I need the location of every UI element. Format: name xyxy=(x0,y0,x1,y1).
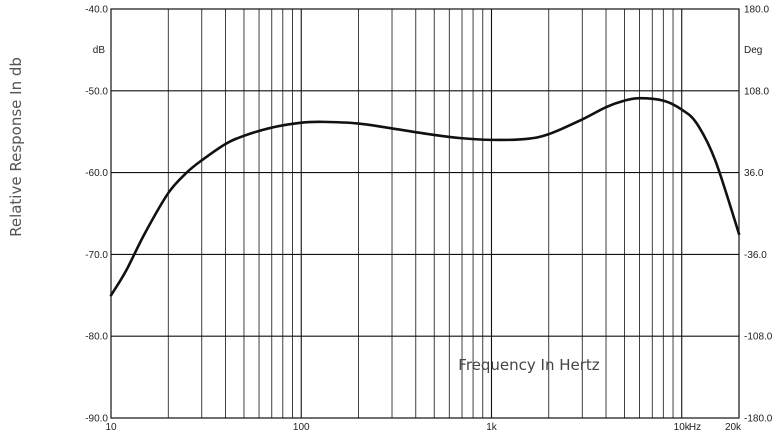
y-tick-label-right: 36.0 xyxy=(744,168,764,179)
right-unit-label: Deg xyxy=(744,45,762,56)
x-tick-label: 10 xyxy=(105,422,117,433)
y-tick-label-left: -80.0 xyxy=(85,332,108,343)
y-tick-label-right: 180.0 xyxy=(744,5,769,16)
plot-frame xyxy=(110,8,740,419)
x-tick-label: 10k xyxy=(674,422,691,433)
y-tick-label-left: -90.0 xyxy=(85,414,108,425)
y-tick-label-left: -40.0 xyxy=(85,5,108,16)
y-axis-label: Relative Response In db xyxy=(7,57,25,237)
x-tick-label: 20k xyxy=(725,422,742,433)
y-tick-label-right: 108.0 xyxy=(744,86,769,97)
x-axis-label: Frequency In Hertz xyxy=(458,356,600,374)
left-unit-label: dB xyxy=(93,45,106,56)
x-tick-label: 100 xyxy=(293,422,310,433)
y-tick-label-right: -180.0 xyxy=(744,414,773,425)
grid xyxy=(111,9,739,418)
x-tick-label: 1k xyxy=(486,422,498,433)
response-curve xyxy=(109,96,741,297)
y-tick-label-left: -50.0 xyxy=(85,86,108,97)
x-unit-label: Hz xyxy=(689,422,701,433)
y-tick-label-left: -70.0 xyxy=(85,250,108,261)
tick-labels: -40.0 180.0 -50.0 108.0 -60.0 36.0 -70.0 -36.0 -… xyxy=(85,5,773,434)
y-tick-label-right: -108.0 xyxy=(744,332,773,343)
y-tick-label-left: -60.0 xyxy=(85,168,108,179)
y-tick-label-right: -36.0 xyxy=(744,250,767,261)
